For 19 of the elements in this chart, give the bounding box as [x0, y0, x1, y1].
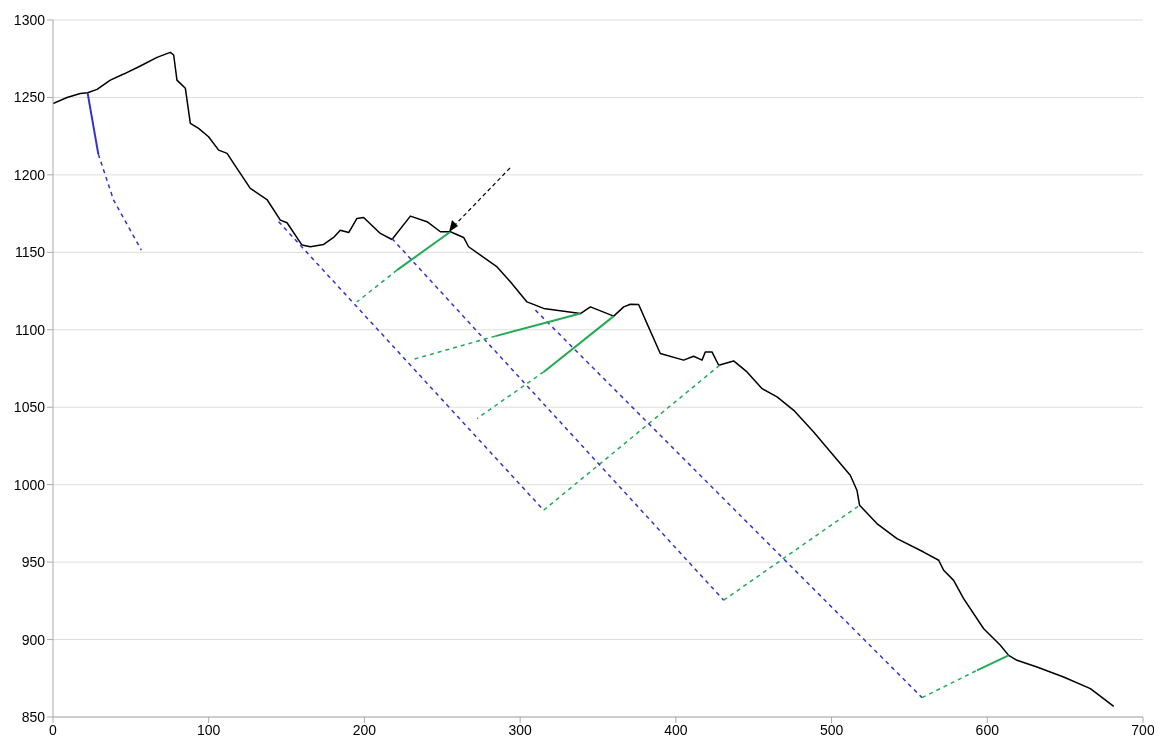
- y-tick-label: 950: [21, 554, 46, 571]
- y-tick-label: 1000: [13, 476, 46, 493]
- y-tick-label: 1100: [14, 321, 46, 338]
- y-tick-label: 1050: [13, 399, 46, 416]
- x-tick-label: 200: [352, 721, 377, 738]
- x-tick-label: 500: [819, 721, 844, 738]
- x-tick-label: 700: [1131, 721, 1155, 738]
- y-tick-label: 900: [21, 631, 46, 648]
- y-tick-label: 850: [21, 708, 46, 725]
- line-series: [53, 51, 1115, 708]
- x-tick-label: 400: [664, 721, 688, 738]
- y-tick-label: 1300: [13, 11, 46, 28]
- y-tick-label: 1200: [13, 166, 46, 183]
- x-tick-label: 300: [508, 721, 533, 738]
- x-tick-label: 600: [975, 721, 1000, 738]
- x-tick-label: 100: [197, 721, 221, 738]
- x-tick-label: 0: [49, 721, 58, 738]
- y-tick-label: 1150: [14, 244, 46, 261]
- y-tick-label: 1250: [13, 89, 46, 106]
